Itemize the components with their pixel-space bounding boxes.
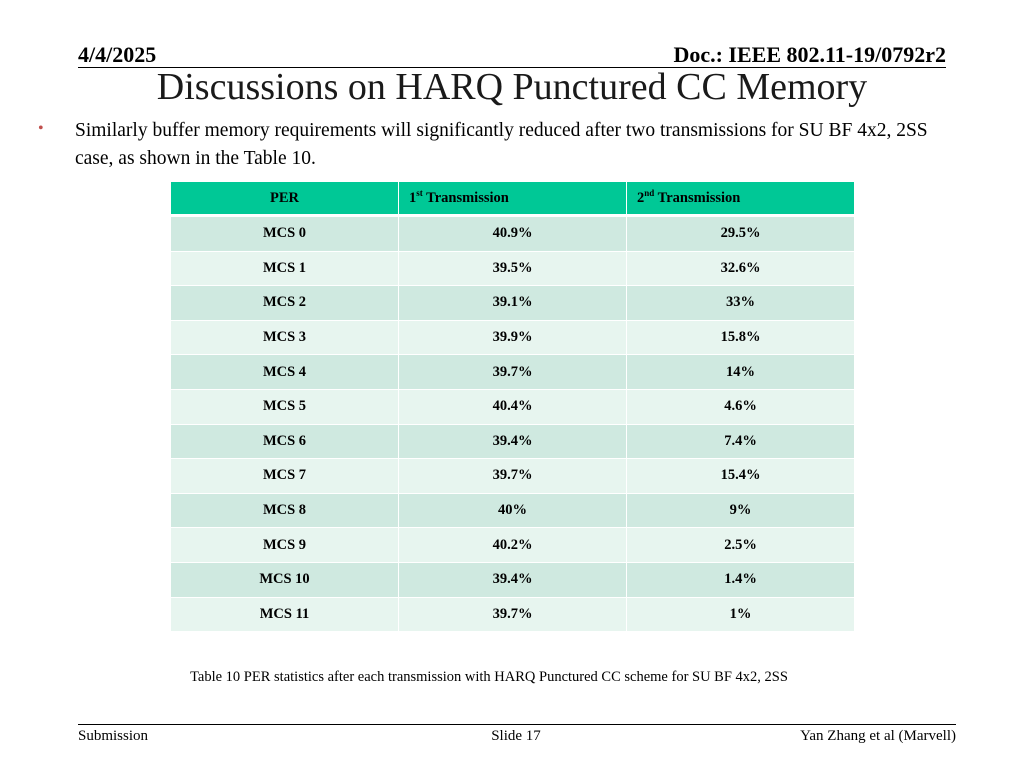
header-per: PER (170, 181, 399, 217)
cell-mcs: MCS 11 (170, 596, 399, 633)
cell-second-transmission: 29.5% (626, 215, 855, 252)
cell-second-transmission: 32.6% (626, 250, 855, 287)
cell-first-transmission: 40.9% (398, 215, 627, 252)
cell-mcs: MCS 2 (170, 285, 399, 321)
table-row: MCS 10 39.4% 1.4% (170, 561, 855, 598)
table-row: MCS 1 39.5% 32.6% (170, 250, 855, 287)
cell-mcs: MCS 5 (170, 388, 399, 425)
cell-second-transmission: 4.6% (626, 388, 855, 425)
table-row: MCS 3 39.9% 15.8% (170, 319, 855, 356)
cell-first-transmission: 39.4% (398, 561, 627, 598)
slide-title: Discussions on HARQ Punctured CC Memory (156, 66, 868, 108)
cell-mcs: MCS 1 (170, 250, 399, 287)
cell-second-transmission: 15.8% (626, 319, 855, 356)
cell-second-transmission: 1.4% (626, 561, 855, 598)
cell-first-transmission: 40% (398, 492, 627, 529)
cell-mcs: MCS 0 (170, 215, 399, 252)
header-first-transmission: 1st Transmission (398, 181, 627, 217)
bullet-marker: • (38, 120, 44, 137)
header-divider (78, 67, 946, 68)
footer-submission: Submission (78, 728, 149, 744)
cell-mcs: MCS 4 (170, 354, 399, 390)
cell-second-transmission: 7.4% (626, 423, 855, 460)
cell-mcs: MCS 10 (170, 561, 399, 598)
table-body: MCS 0 40.9% 29.5% MCS 1 39.5% 32.6% MCS 2 39.1%… (170, 215, 855, 633)
table-row: MCS 0 40.9% 29.5% (170, 215, 855, 252)
cell-first-transmission: 39.4% (398, 423, 627, 460)
header-date: 4/4/2025 (78, 42, 157, 67)
cell-second-transmission: 14% (626, 354, 855, 390)
table-header-row: PER 1st Transmission 2nd Transmission (170, 181, 855, 217)
header-doc-id: Doc.: IEEE 802.11-19/0792r2 (673, 42, 946, 67)
cell-mcs: MCS 9 (170, 527, 399, 563)
table-caption: Table 10 PER statistics after each trans… (190, 669, 788, 685)
footer-divider (78, 724, 956, 725)
cell-first-transmission: 39.7% (398, 458, 627, 494)
table-row: MCS 4 39.7% 14% (170, 354, 855, 390)
cell-mcs: MCS 8 (170, 492, 399, 529)
footer-author: Yan Zhang et al (Marvell) (800, 728, 956, 744)
table-row: MCS 9 40.2% 2.5% (170, 527, 855, 563)
cell-first-transmission: 39.7% (398, 354, 627, 390)
table-row: MCS 8 40% 9% (170, 492, 855, 529)
footer-slide-number: Slide 17 (491, 728, 541, 744)
cell-first-transmission: 39.1% (398, 285, 627, 321)
cell-mcs: MCS 6 (170, 423, 399, 460)
table-row: MCS 7 39.7% 15.4% (170, 458, 855, 494)
cell-second-transmission: 33% (626, 285, 855, 321)
per-table: PER 1st Transmission 2nd Transmission MC… (170, 181, 855, 633)
cell-second-transmission: 1% (626, 596, 855, 633)
cell-second-transmission: 2.5% (626, 527, 855, 563)
cell-mcs: MCS 7 (170, 458, 399, 494)
header-second-transmission: 2nd Transmission (626, 181, 855, 217)
cell-second-transmission: 9% (626, 492, 855, 529)
bullet-text: Similarly buffer memory requirements wil… (75, 120, 928, 169)
table-row: MCS 11 39.7% 1% (170, 596, 855, 633)
table-row: MCS 6 39.4% 7.4% (170, 423, 855, 460)
cell-first-transmission: 39.5% (398, 250, 627, 287)
cell-second-transmission: 15.4% (626, 458, 855, 494)
cell-mcs: MCS 3 (170, 319, 399, 356)
table-row: MCS 2 39.1% 33% (170, 285, 855, 321)
cell-first-transmission: 39.7% (398, 596, 627, 633)
table-row: MCS 5 40.4% 4.6% (170, 388, 855, 425)
cell-first-transmission: 39.9% (398, 319, 627, 356)
cell-first-transmission: 40.2% (398, 527, 627, 563)
cell-first-transmission: 40.4% (398, 388, 627, 425)
